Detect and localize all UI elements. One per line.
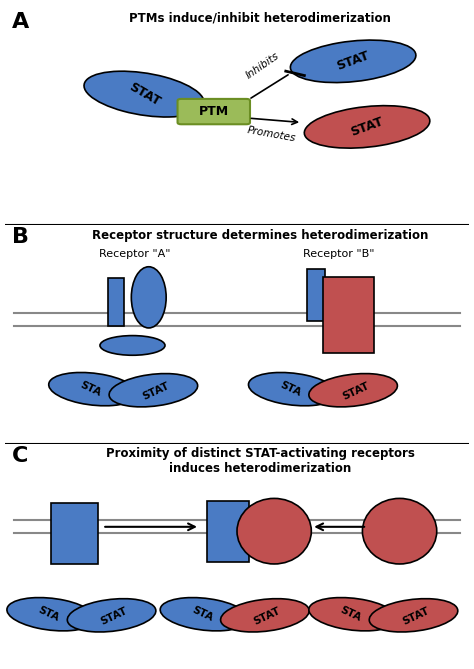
Ellipse shape — [291, 40, 416, 82]
Ellipse shape — [84, 71, 204, 117]
Ellipse shape — [49, 373, 137, 406]
Text: STA: STA — [339, 605, 363, 624]
Text: STA: STA — [278, 380, 302, 398]
Text: STAT: STAT — [126, 80, 162, 108]
Text: PTM: PTM — [199, 105, 229, 118]
Ellipse shape — [309, 373, 397, 407]
Text: A: A — [12, 12, 29, 32]
Text: Inhibits: Inhibits — [244, 51, 281, 81]
Text: STAT: STAT — [340, 381, 371, 402]
Text: STAT: STAT — [141, 381, 171, 402]
Bar — [307, 269, 325, 321]
Text: STAT: STAT — [252, 606, 282, 627]
Text: Proximity of distinct STAT-activating receptors
induces heterodimerization: Proximity of distinct STAT-activating re… — [106, 447, 415, 475]
Text: B: B — [12, 227, 29, 248]
Text: STA: STA — [79, 380, 103, 398]
Text: PTMs induce/inhibit heterodimerization: PTMs induce/inhibit heterodimerization — [129, 11, 391, 24]
Ellipse shape — [248, 373, 337, 406]
Text: STAT: STAT — [401, 606, 431, 627]
Text: STAT: STAT — [99, 606, 129, 627]
Text: Promotes: Promotes — [247, 124, 297, 143]
Ellipse shape — [237, 498, 311, 564]
Text: STA: STA — [190, 605, 214, 624]
Ellipse shape — [160, 597, 249, 631]
Text: STA: STA — [37, 605, 61, 624]
Ellipse shape — [304, 106, 430, 148]
Bar — [207, 500, 248, 562]
Text: Receptor "A": Receptor "A" — [99, 250, 171, 260]
Ellipse shape — [131, 267, 166, 328]
Ellipse shape — [369, 599, 458, 632]
Text: C: C — [12, 446, 28, 466]
Text: Receptor "B": Receptor "B" — [303, 250, 375, 260]
Bar — [108, 278, 124, 326]
Ellipse shape — [220, 599, 309, 632]
Ellipse shape — [100, 336, 165, 355]
Ellipse shape — [67, 599, 156, 632]
Text: STAT: STAT — [335, 50, 371, 73]
FancyBboxPatch shape — [178, 99, 250, 124]
Bar — [51, 503, 98, 564]
Ellipse shape — [363, 498, 437, 564]
Ellipse shape — [7, 597, 95, 631]
Bar — [323, 276, 374, 353]
Text: Receptor structure determines heterodimerization: Receptor structure determines heterodime… — [92, 229, 428, 242]
Ellipse shape — [309, 597, 397, 631]
Text: STAT: STAT — [349, 115, 385, 138]
Ellipse shape — [109, 373, 198, 407]
